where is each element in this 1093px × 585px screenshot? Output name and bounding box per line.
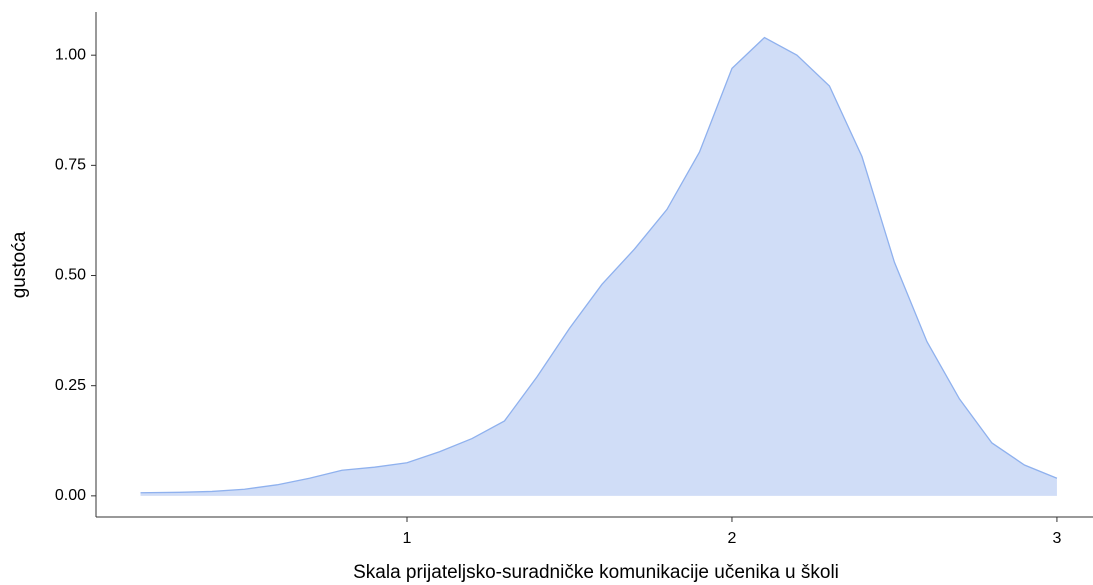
x-tick-label: 3 xyxy=(1052,530,1061,547)
x-axis-label: Skala prijateljsko-suradničke komunikaci… xyxy=(353,562,839,583)
area-fill xyxy=(140,37,1057,496)
y-axis-label: gustoća xyxy=(9,231,30,298)
y-tick-label: 0.00 xyxy=(55,487,86,504)
y-tick-label: 1.00 xyxy=(55,46,86,63)
y-tick-label: 0.75 xyxy=(55,157,86,174)
y-tick-label: 0.50 xyxy=(55,267,86,284)
y-tick-label: 0.25 xyxy=(55,377,86,394)
density-line xyxy=(140,36,1058,494)
x-tick-label: 1 xyxy=(403,530,412,547)
x-tick-label: 2 xyxy=(728,530,737,547)
